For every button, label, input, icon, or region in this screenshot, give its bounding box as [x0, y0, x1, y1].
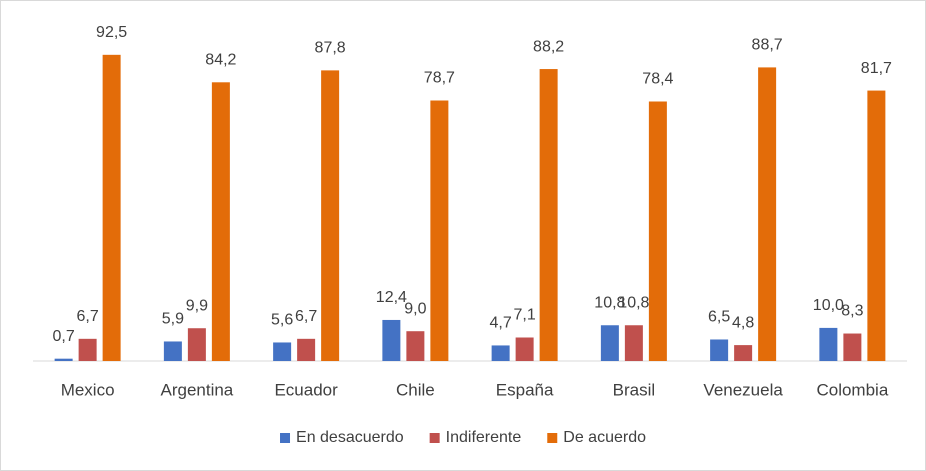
value-label: 4,8 — [732, 314, 754, 331]
legend-label: En desacuerdo — [296, 429, 404, 446]
bar — [163, 341, 182, 361]
bar — [624, 325, 643, 361]
value-label: 6,5 — [708, 309, 730, 326]
bar — [515, 337, 534, 361]
legend-label: Indiferente — [446, 429, 522, 446]
value-label: 0,7 — [53, 328, 75, 345]
value-label: 81,7 — [861, 60, 892, 77]
value-label: 88,2 — [533, 38, 564, 55]
bar — [102, 54, 121, 361]
bar — [491, 345, 510, 361]
x-tick-label: Brasil — [613, 380, 656, 399]
bar — [539, 69, 558, 362]
x-tick-label: Chile — [396, 380, 435, 399]
value-label: 9,0 — [404, 300, 426, 317]
legend-swatch — [547, 433, 558, 443]
x-tick-label: Ecuador — [274, 380, 338, 399]
bar — [321, 70, 340, 361]
value-label: 6,7 — [295, 308, 317, 325]
value-label: 12,4 — [376, 289, 407, 306]
x-tick-label: Venezuela — [703, 380, 783, 399]
value-label: 4,7 — [490, 315, 512, 332]
legend-swatch — [429, 433, 440, 443]
bar — [406, 331, 425, 361]
value-label: 9,9 — [186, 297, 208, 314]
value-label: 10,8 — [594, 294, 625, 311]
value-label: 6,7 — [77, 308, 99, 325]
bar — [600, 325, 619, 361]
value-label: 78,7 — [424, 70, 455, 87]
x-tick-label: España — [496, 380, 554, 399]
value-label: 7,1 — [514, 307, 536, 324]
bar — [187, 328, 206, 361]
bar — [710, 339, 729, 361]
value-label: 78,4 — [642, 71, 673, 88]
value-label: 10,0 — [813, 297, 844, 314]
bar — [867, 90, 886, 361]
bar — [734, 345, 753, 361]
bar — [54, 358, 73, 361]
bar — [758, 67, 777, 361]
bar — [78, 338, 97, 361]
bar — [843, 333, 862, 361]
x-tick-label: Argentina — [160, 380, 233, 399]
bar — [273, 342, 292, 361]
bar — [211, 82, 230, 361]
legend-swatch — [280, 433, 291, 443]
bar — [297, 338, 316, 361]
x-tick-label: Mexico — [61, 380, 115, 399]
legend-label: De acuerdo — [563, 429, 646, 446]
value-label: 8,3 — [841, 303, 863, 320]
value-label: 87,8 — [315, 40, 346, 57]
value-label: 84,2 — [205, 52, 236, 69]
value-label: 10,8 — [618, 294, 649, 311]
bar — [819, 327, 838, 361]
value-label: 92,5 — [96, 24, 127, 41]
value-label: 88,7 — [752, 37, 783, 54]
bar — [430, 100, 449, 362]
bar — [382, 319, 401, 361]
x-tick-label: Colombia — [816, 380, 888, 399]
value-label: 5,6 — [271, 312, 293, 329]
value-label: 5,9 — [162, 311, 184, 328]
bar — [648, 101, 667, 361]
